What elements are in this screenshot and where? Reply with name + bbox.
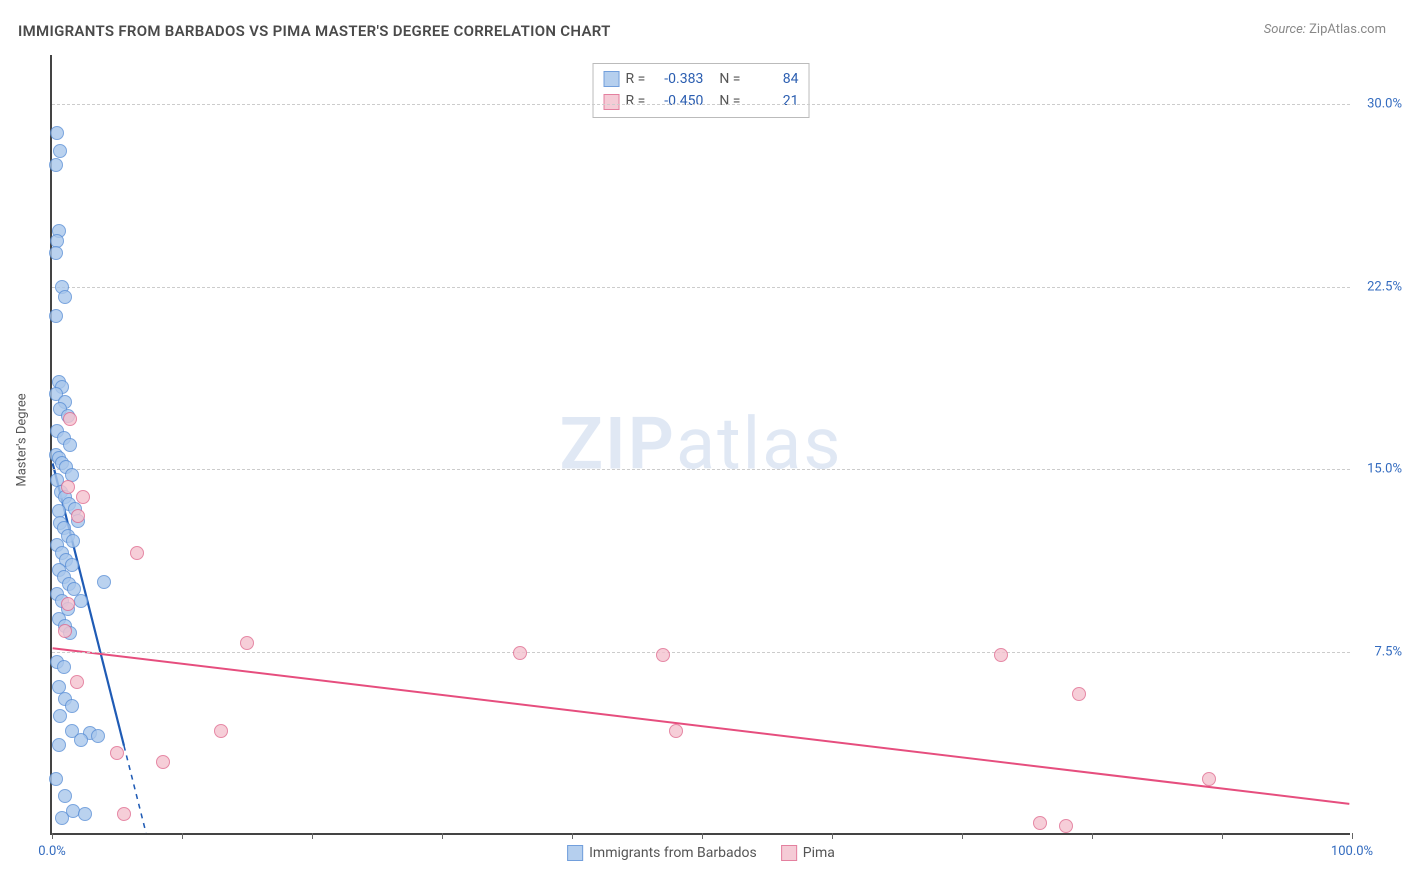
gridline: [52, 469, 1350, 470]
x-tick-label: 0.0%: [38, 844, 66, 859]
data-point: [513, 646, 527, 660]
data-point: [49, 158, 63, 172]
data-point: [74, 594, 88, 608]
x-tick: [1352, 833, 1353, 839]
plot-area: ZIPatlas R = -0.383 N = 84 R = -0.450 N …: [50, 55, 1350, 835]
r-label: R =: [626, 68, 646, 90]
x-tick: [832, 833, 833, 839]
data-point: [1059, 819, 1073, 833]
x-tick: [962, 833, 963, 839]
data-point: [49, 309, 63, 323]
n-value-1: 84: [746, 68, 798, 90]
data-point: [53, 144, 67, 158]
stats-row-series-1: R = -0.383 N = 84: [604, 68, 799, 90]
data-point: [78, 807, 92, 821]
swatch-series-2: [604, 94, 620, 110]
data-point: [49, 772, 63, 786]
data-point: [1202, 772, 1216, 786]
x-tick: [52, 833, 53, 839]
data-point: [58, 624, 72, 638]
gridline: [52, 287, 1350, 288]
data-point: [71, 509, 85, 523]
y-tick-label: 15.0%: [1354, 462, 1402, 477]
data-point: [74, 733, 88, 747]
chart-svg: [52, 55, 1350, 833]
data-point: [61, 480, 75, 494]
data-point: [656, 648, 670, 662]
x-tick: [182, 833, 183, 839]
n-value-2: 21: [746, 90, 798, 112]
data-point: [91, 729, 105, 743]
data-point: [97, 575, 111, 589]
n-label: N =: [719, 90, 740, 112]
x-tick: [1092, 833, 1093, 839]
data-point: [76, 490, 90, 504]
r-value-1: -0.383: [651, 68, 703, 90]
x-tick: [312, 833, 313, 839]
data-point: [65, 699, 79, 713]
data-point: [117, 807, 131, 821]
y-tick-label: 7.5%: [1354, 645, 1402, 660]
y-tick-label: 22.5%: [1354, 279, 1402, 294]
gridline: [52, 652, 1350, 653]
y-axis-label: Master's Degree: [15, 393, 30, 486]
data-point: [55, 811, 69, 825]
chart-title: IMMIGRANTS FROM BARBADOS VS PIMA MASTER'…: [18, 22, 611, 40]
x-tick: [442, 833, 443, 839]
legend-item-1: Immigrants from Barbados: [567, 845, 757, 861]
data-point: [214, 724, 228, 738]
data-point: [63, 438, 77, 452]
data-point: [57, 660, 71, 674]
data-point: [669, 724, 683, 738]
data-point: [1072, 687, 1086, 701]
data-point: [1033, 816, 1047, 830]
stats-legend-box: R = -0.383 N = 84 R = -0.450 N = 21: [593, 63, 810, 118]
legend-label-1: Immigrants from Barbados: [589, 845, 757, 861]
x-tick: [572, 833, 573, 839]
source-label: Source:: [1264, 22, 1306, 37]
r-value-2: -0.450: [651, 90, 703, 112]
legend-swatch-2: [781, 845, 797, 861]
data-point: [52, 738, 66, 752]
gridline: [52, 104, 1350, 105]
legend-swatch-1: [567, 845, 583, 861]
data-point: [110, 746, 124, 760]
data-point: [50, 126, 64, 140]
x-tick-label: 100.0%: [1331, 844, 1373, 859]
swatch-series-1: [604, 71, 620, 87]
source-credit: Source: ZipAtlas.com: [1264, 22, 1386, 37]
data-point: [53, 709, 67, 723]
data-point: [61, 597, 75, 611]
data-point: [63, 412, 77, 426]
data-point: [130, 546, 144, 560]
data-point: [994, 648, 1008, 662]
r-label: R =: [626, 90, 646, 112]
legend-label-2: Pima: [803, 845, 835, 861]
data-point: [70, 675, 84, 689]
n-label: N =: [719, 68, 740, 90]
legend-item-2: Pima: [781, 845, 835, 861]
data-point: [240, 636, 254, 650]
source-value: ZipAtlas.com: [1309, 22, 1386, 37]
data-point: [66, 534, 80, 548]
data-point: [156, 755, 170, 769]
data-point: [58, 789, 72, 803]
x-tick: [702, 833, 703, 839]
y-tick-label: 30.0%: [1354, 96, 1402, 111]
x-tick: [1222, 833, 1223, 839]
stats-row-series-2: R = -0.450 N = 21: [604, 90, 799, 112]
bottom-legend: Immigrants from Barbados Pima: [567, 845, 835, 861]
data-point: [58, 290, 72, 304]
data-point: [49, 246, 63, 260]
